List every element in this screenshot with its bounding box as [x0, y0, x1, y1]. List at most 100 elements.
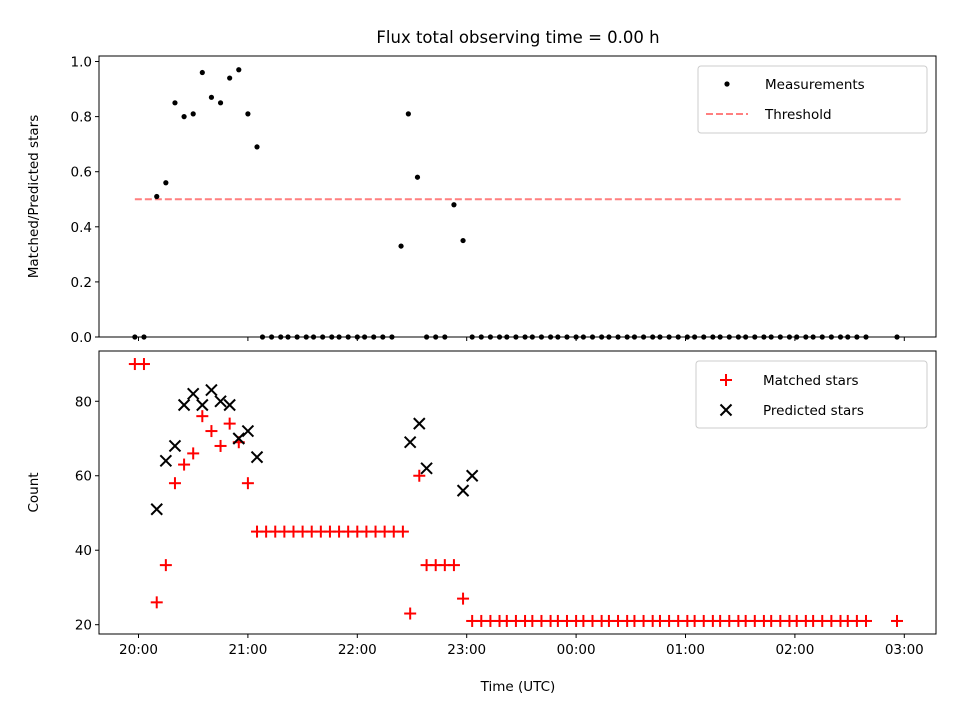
count-panel: 20 40 60 80 Count 20:00 21:00 22:00 23:00 00:00 01… [26, 350, 937, 658]
measurement-point [496, 334, 503, 340]
matched-point [447, 559, 460, 572]
matched-point [187, 447, 200, 460]
legend-frame [697, 65, 928, 134]
matched-point [404, 607, 417, 620]
y-tick-label: 0.2 [71, 275, 92, 291]
measurement-point [504, 334, 510, 340]
measurement-point [354, 334, 360, 340]
y-axis-label: Matched/Predicted stars [26, 115, 42, 278]
predicted-point [168, 439, 182, 453]
cross-b [456, 484, 470, 497]
measurement-point [398, 243, 404, 249]
matched-point [137, 358, 150, 371]
measurement-point [717, 334, 723, 340]
measurement-point [743, 334, 749, 340]
predicted-point [403, 436, 417, 449]
cross-b [168, 439, 182, 453]
measurement-point [320, 334, 326, 340]
measurement-point [451, 202, 457, 208]
measurement-point [345, 334, 351, 340]
predicted-point [413, 417, 426, 430]
matched-point [159, 559, 172, 572]
cross-b [413, 417, 426, 430]
measurement-point [380, 334, 386, 340]
x-tick-label: 22:00 [338, 642, 377, 658]
predicted-point [241, 424, 255, 438]
cross-b [223, 398, 236, 412]
cross-b [186, 387, 200, 401]
cross-b [177, 398, 191, 412]
matched-point [178, 458, 191, 471]
predicted-point [177, 398, 191, 412]
measurement-point [555, 334, 561, 340]
y-tick-label: 80 [75, 394, 92, 410]
measurement-point [854, 334, 860, 340]
measurement-point [278, 334, 284, 340]
measurement-point [828, 334, 834, 340]
measurement-point [414, 174, 421, 180]
measurement-point [154, 193, 160, 200]
measurement-point [423, 334, 430, 340]
measurement-point [294, 334, 300, 340]
measurement-point [863, 334, 869, 340]
measurement-point [606, 334, 612, 340]
predicted-point [205, 383, 218, 397]
x-tick-label: 20:00 [119, 642, 158, 658]
measurement-point [538, 334, 545, 340]
measurement-point [710, 334, 716, 340]
matched-point [168, 477, 181, 490]
matched-point [150, 596, 163, 609]
measurement-point [810, 334, 816, 340]
predicted-point [456, 484, 470, 497]
measurement-point [894, 334, 900, 340]
measurement-point [254, 144, 260, 150]
cross-b [196, 398, 209, 412]
matched-point [223, 417, 236, 430]
measurement-point [285, 334, 291, 340]
matched-point [457, 592, 470, 605]
matched-point [413, 469, 426, 482]
measurement-point [692, 334, 698, 340]
measurement-point [573, 334, 579, 340]
measurement-point [726, 334, 732, 340]
cross-b [250, 450, 264, 464]
matched-point [396, 525, 409, 538]
measurement-point [564, 334, 570, 340]
measurement-point [217, 100, 224, 106]
measurement-point [163, 180, 169, 186]
predicted-point [159, 454, 173, 468]
y-tick-label: 1.0 [71, 55, 92, 71]
matched-point [196, 410, 209, 423]
measurement-point [259, 334, 266, 340]
measurement-point [640, 334, 647, 340]
predicted-point [196, 398, 209, 412]
measurement-point [684, 334, 690, 340]
measurement-point [361, 334, 368, 340]
predicted-point [150, 503, 163, 516]
y-tick-label: 0.0 [71, 330, 92, 346]
measurement-point [547, 334, 554, 340]
predicted-point [186, 387, 200, 401]
measurement-point [837, 334, 844, 340]
predicted-point [465, 469, 479, 482]
predicted-point [420, 462, 433, 475]
cross-b [241, 424, 255, 438]
legend-measurement-marker [724, 81, 730, 87]
measurement-point [803, 334, 809, 340]
measurement-point [236, 67, 242, 73]
measurement-point [199, 69, 205, 76]
legend-threshold-label: Threshold [764, 107, 832, 123]
y-tick-label: 20 [75, 618, 92, 634]
x-tick-label: 02:00 [775, 642, 814, 658]
measurement-point [529, 334, 535, 340]
measurement-point [657, 334, 663, 340]
measurement-point [478, 334, 484, 340]
measurement-point [513, 334, 519, 340]
cross-b [403, 436, 417, 449]
measurement-point [389, 334, 395, 340]
y-tick-label: 0.4 [71, 220, 92, 236]
cross-b [205, 383, 218, 397]
cross-b [150, 503, 163, 516]
matched-point [860, 614, 873, 627]
measurement-point [190, 111, 196, 117]
